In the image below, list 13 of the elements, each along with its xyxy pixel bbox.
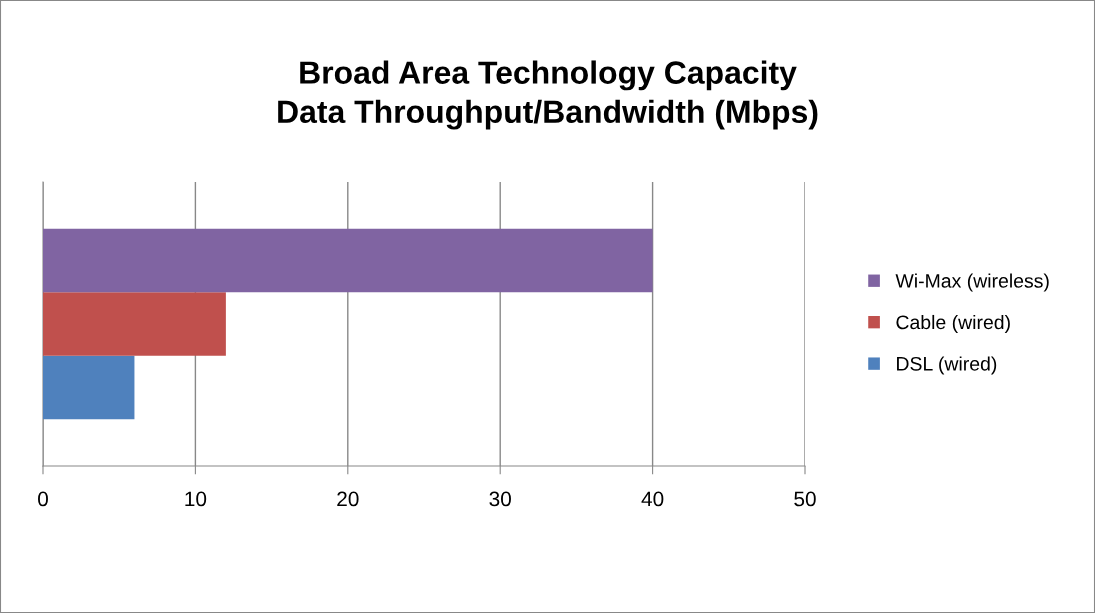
legend-label: Wi-Max (wireless) [895,273,1049,292]
chart-title: Broad Area Technology Capacity Data Throughput/Bandwidth (Mbps) [278,60,818,130]
legend-label: Cable (wired) [896,314,1010,334]
x-tick-label: 30 [489,491,511,507]
x-tick-label: 0 [38,491,48,507]
bar [43,355,135,420]
bar [43,228,653,293]
x-tick-label: 50 [794,491,816,507]
bar [43,292,226,356]
x-tick-label: 10 [185,491,207,507]
x-tick-label: 20 [337,491,359,507]
legend-label: DSL (wired) [897,356,997,375]
x-tick-label: 40 [641,491,664,507]
